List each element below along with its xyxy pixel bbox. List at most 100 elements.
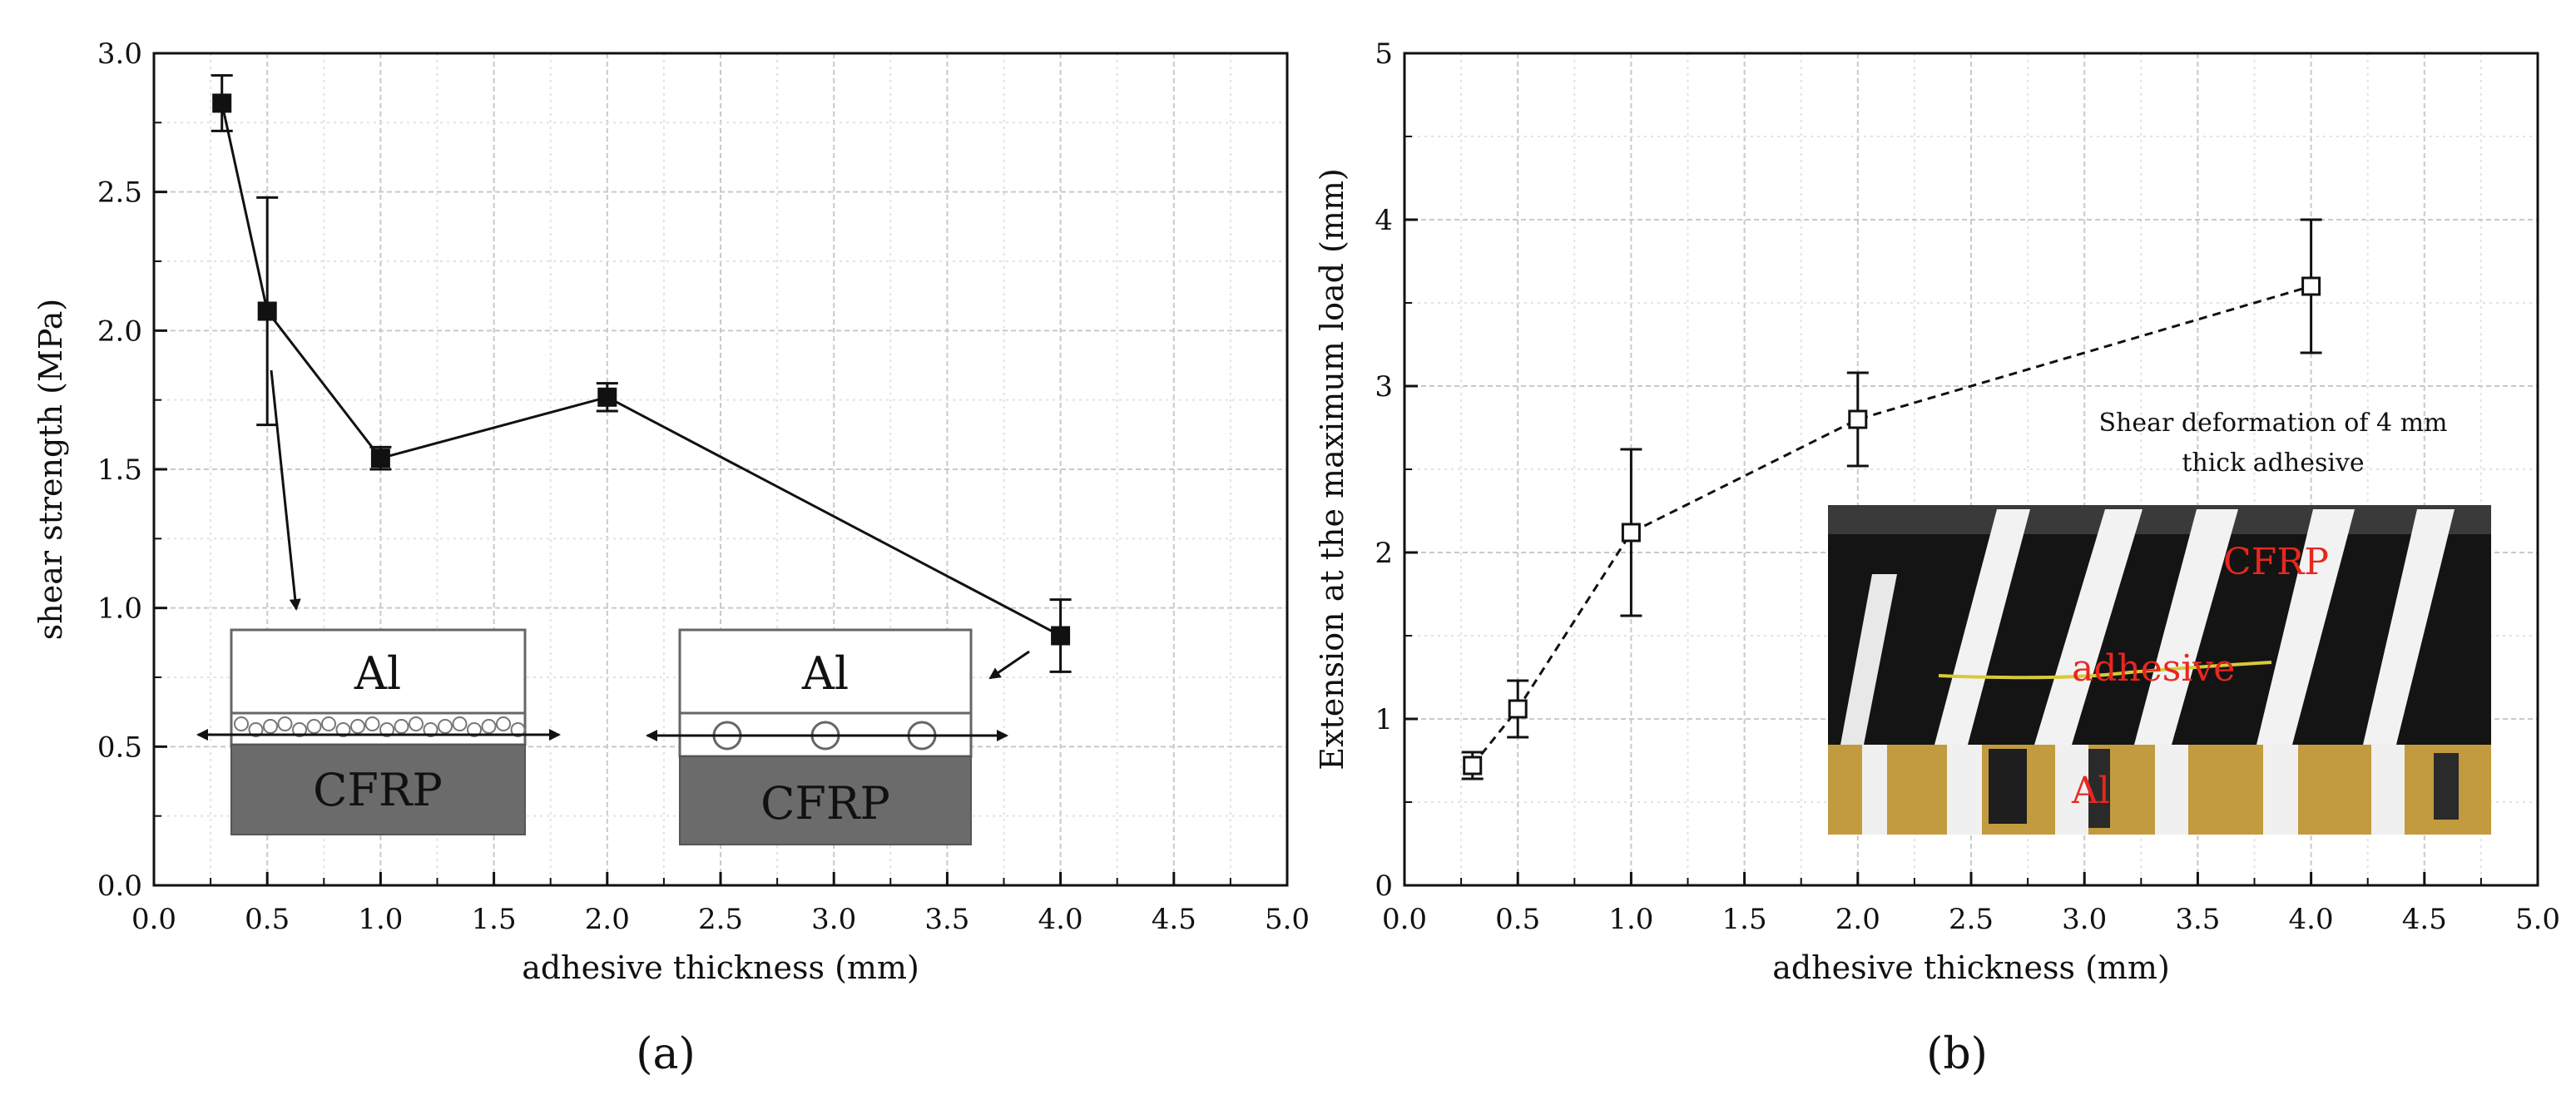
photo-label-al: Al: [2071, 770, 2110, 812]
panel-a-chart: Al CFRP Al CFRP 0.0 0.5 1.0 1.5 2.0 2.5 3.0 3.5…: [32, 37, 1310, 1079]
x-tick-label: 2.5: [1949, 903, 1994, 936]
photo-white-stripe: [1840, 574, 1897, 745]
x-tick-label: 1.5: [472, 903, 517, 936]
data-point: [1848, 409, 1868, 429]
x-tick-label: 4.0: [1038, 903, 1083, 936]
x-tick-label: 4.0: [2289, 903, 2334, 936]
panel-b-xlabel: adhesive thickness (mm): [1772, 949, 2170, 986]
inset-left-bubble: [350, 719, 365, 734]
data-point: [1508, 699, 1528, 719]
panel-b-photo: CFRP adhesive Al: [1828, 505, 2491, 835]
inset-right-al-label: Al: [801, 647, 849, 700]
inset-right-cfrp-label: CFRP: [760, 777, 890, 830]
x-tick-label: 5.0: [2515, 903, 2560, 936]
y-tick-label: 0.0: [97, 870, 142, 903]
panel-a-ylabel: shear strength (MPa): [32, 299, 69, 641]
y-tick-label: 0: [1375, 870, 1393, 903]
data-point: [2301, 276, 2321, 296]
x-tick-label: 5.0: [1265, 903, 1310, 936]
inset-right-al-layer: [678, 628, 973, 715]
inset-left-bubble: [438, 719, 453, 734]
panel-a-pointer-arrow: [270, 369, 301, 611]
inset-left-bubble: [452, 716, 468, 731]
y-tick-label: 1.5: [97, 453, 142, 487]
panel-a-ticks: 0.0 0.5 1.0 1.5 2.0 2.5 3.0 3.5 4.0 4.5 5.0 0.0 0.5 1…: [97, 37, 1310, 936]
x-tick-label: 3.0: [2062, 903, 2107, 936]
inset-left-bubble: [481, 719, 497, 734]
data-point: [212, 93, 232, 113]
x-tick-label: 3.5: [924, 903, 969, 936]
panel-b-ylabel: Extension at the maximum load (mm): [1314, 168, 1350, 771]
inset-left-al-layer: [230, 628, 527, 715]
x-tick-label: 0.5: [1495, 903, 1540, 936]
inset-left-bubble: [234, 716, 249, 731]
photo-aluminium-stripe: [2055, 745, 2088, 835]
photo-caption-line2: thick adhesive: [2182, 448, 2364, 478]
y-tick-label: 3: [1375, 370, 1393, 404]
inset-right-cfrp-layer: [679, 756, 972, 845]
inset-left-bubble: [248, 722, 264, 737]
panel-b-chart: CFRP adhesive Al Shear deformation of 4 …: [1314, 37, 2560, 1079]
inset-left-bubble: [321, 716, 336, 731]
y-tick-label: 4: [1375, 204, 1393, 237]
inset-left-bubble: [379, 722, 394, 737]
photo-dark-spot: [1989, 749, 2027, 824]
inset-left-bubble: [292, 722, 307, 737]
x-tick-label: 4.5: [2402, 903, 2447, 936]
photo-aluminium-stripe: [2371, 745, 2405, 835]
data-point: [1463, 756, 1483, 775]
panel-a-inset-right: Al CFRP: [646, 628, 1008, 845]
inset-left-bubble: [467, 722, 482, 737]
series-line: [1471, 285, 2312, 766]
inset-left-bubble: [306, 719, 322, 734]
photo-label-adhesive: adhesive: [2072, 647, 2235, 690]
inset-left-bubble: [277, 716, 293, 731]
y-tick-label: 0.5: [97, 731, 142, 764]
panel-a-inset-left: Al CFRP: [196, 628, 561, 835]
photo-white-stripe: [1934, 509, 2030, 745]
photo-adhesive-edge: [1938, 661, 2272, 680]
x-tick-label: 2.0: [585, 903, 630, 936]
photo-aluminium-stripe: [1947, 745, 1982, 835]
x-tick-label: 0.5: [245, 903, 290, 936]
inset-left-bubble: [409, 716, 424, 731]
inset-left-bubble: [394, 719, 409, 734]
photo-dark-spot: [2434, 753, 2459, 820]
panel-a-label: (a): [636, 1029, 696, 1079]
panel-b-series: [1461, 218, 2322, 780]
data-point: [257, 301, 277, 321]
inset-left-bubble: [263, 719, 278, 734]
y-tick-label: 1.0: [97, 592, 142, 626]
data-point: [1051, 626, 1071, 646]
y-tick-label: 1: [1375, 703, 1393, 736]
inset-left-cfrp-label: CFRP: [313, 764, 443, 816]
photo-aluminium-stripe: [2155, 745, 2188, 835]
panel-a-xlabel: adhesive thickness (mm): [522, 949, 919, 986]
inset-left-bubbles: [234, 716, 526, 737]
photo-label-cfrp: CFRP: [2223, 541, 2329, 583]
x-tick-label: 0.0: [131, 903, 176, 936]
inset-left-bubble: [510, 722, 526, 737]
inset-left-bubble: [423, 722, 438, 737]
x-tick-label: 1.0: [1608, 903, 1653, 936]
data-point: [597, 387, 617, 407]
x-tick-label: 3.5: [2175, 903, 2220, 936]
panel-b-ticks: 0.0 0.5 1.0 1.5 2.0 2.5 3.0 3.5 4.0 4.5 5.0 0 1 2 3 4 5: [1375, 37, 2560, 936]
panel-a-pointer-arrow: [988, 650, 1030, 680]
x-tick-label: 3.0: [811, 903, 856, 936]
x-tick-label: 2.5: [698, 903, 743, 936]
panel-b-label: (b): [1926, 1029, 1988, 1079]
y-tick-label: 2: [1375, 537, 1393, 570]
photo-aluminium-stripe: [1862, 745, 1887, 835]
inset-left-cfrp-layer: [230, 744, 526, 835]
data-point: [370, 448, 390, 468]
x-tick-label: 1.5: [1722, 903, 1767, 936]
photo-aluminium-stripe: [2263, 745, 2298, 835]
data-point: [1621, 523, 1641, 543]
photo-white-stripe: [2363, 509, 2455, 745]
photo-white-stripe: [2256, 509, 2355, 745]
x-tick-label: 4.5: [1152, 903, 1196, 936]
y-tick-label: 5: [1375, 37, 1393, 71]
inset-left-al-label: Al: [354, 647, 401, 700]
